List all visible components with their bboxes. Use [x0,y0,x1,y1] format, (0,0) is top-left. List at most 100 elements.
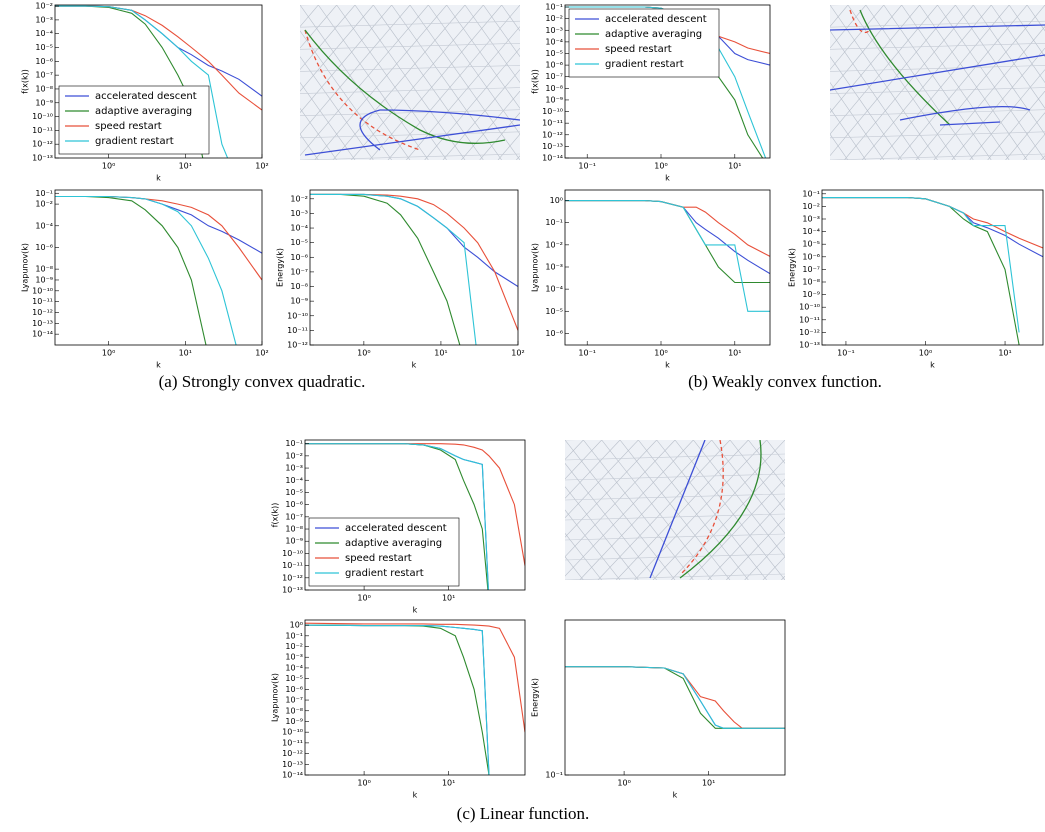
surface-grid [703,5,813,160]
series-line [565,666,785,729]
series-line [305,624,490,775]
x-tick-label: 10¹ [179,349,192,358]
surface-grid [565,533,785,541]
x-tick-label: 10¹ [434,349,447,358]
x-tick-label: 10⁻¹ [578,349,596,358]
surface-grid [818,440,950,580]
surface-grid [442,69,520,160]
surface-grid [579,440,712,580]
surface-grid [689,478,785,580]
surface-plot [565,440,1045,580]
surface-grid [895,440,1005,580]
y-tick-label: 10⁻² [285,451,303,460]
x-axis-label: k [930,361,935,370]
surface-grid [300,131,520,139]
surface-grid [830,5,956,157]
surface-grid [830,20,1045,28]
surface-grid [565,573,785,580]
y-axis-label: f(x(k)) [531,69,540,94]
legend-label: adaptive averaging [605,29,702,40]
y-tick-label: 10⁻⁵ [545,49,563,58]
x-axis-label: k [673,791,678,800]
y-tick-label: 10⁻¹ [545,218,563,227]
caption: (a) Strongly convex quadratic. [159,372,366,391]
x-tick-label: 10⁰ [357,594,370,603]
y-tick-label: 10⁻¹¹ [32,297,53,306]
y-tick-label: 10⁻¹ [285,439,303,448]
y-tick-label: 10⁻¹² [32,140,53,149]
y-tick-label: 10⁻⁹ [285,717,303,726]
surface-grid [705,5,813,160]
x-tick-label: 10⁰ [617,779,630,788]
y-tick-label: 10⁻⁷ [35,71,53,80]
surface-grid [1008,5,1045,58]
surface-grid [991,5,1045,84]
y-tick-label: 10⁻¹ [35,189,53,198]
y-tick-label: 10⁻⁶ [285,500,303,509]
surface-grid [862,5,992,160]
x-axis-label: k [412,361,417,370]
y-tick-label: 10⁻¹¹ [287,326,308,335]
series-line [310,193,461,345]
series-line [55,195,207,345]
surface-grid [461,90,520,160]
y-axis-label: Lyapunov(k) [531,243,540,292]
y-tick-label: 10⁻³ [545,262,563,271]
surface-grid [830,5,841,6]
y-tick-label: 10⁻¹⁴ [282,771,303,780]
surface-grid [830,5,849,27]
surface-grid [830,65,1045,72]
y-tick-label: 10⁻⁴ [802,227,820,236]
surface-grid [803,440,913,580]
legend-label: accelerated descent [345,523,447,534]
x-tick-label: 10⁰ [654,162,667,171]
y-tick-label: 10⁻⁴ [545,285,563,294]
series-line [55,195,262,254]
surface-grid [314,5,447,160]
surface-grid [300,5,312,6]
surface-plot [705,5,1045,160]
y-tick-label: 10⁻¹⁴ [32,330,53,339]
y-tick-label: 10⁻³ [35,15,53,24]
y-tick-label: 10⁻¹³ [282,760,303,769]
surface-curve [849,9,871,34]
y-tick-label: 10⁻¹² [282,573,303,582]
surface-grid [446,5,520,109]
surface-grid [1005,440,1045,580]
y-tick-label: 10⁻⁹ [35,98,53,107]
y-tick-label: 10⁻⁵ [285,674,303,683]
surface-grid [830,5,884,71]
surface-grid [951,47,1045,160]
legend-label: speed restart [605,44,672,55]
y-tick-label: 10⁻¹¹ [799,315,820,324]
y-tick-label: 10⁻² [35,200,53,209]
series-line [565,666,785,729]
surface-grid [597,440,731,580]
y-tick-label: 10⁻⁸ [285,525,303,534]
y-tick-label: 10⁻⁵ [290,238,308,247]
x-tick-label: 10¹ [179,162,192,171]
surface-grid [300,42,520,50]
y-tick-label: 10⁻⁹ [290,297,308,306]
y-tick-label: 10⁻¹ [545,3,563,12]
surface-grid [300,65,520,72]
surface-grid [464,5,520,84]
x-axis-label: k [413,606,418,615]
x-axis-label: k [156,174,161,183]
y-tick-label: 10⁻³ [285,653,303,662]
surface-curve [649,440,706,579]
surface-grid [830,131,1045,139]
surface-grid [877,440,987,580]
surface-grid [300,5,429,157]
surface-grid [973,5,1045,109]
surface-grid [711,440,785,534]
surface-grid [800,440,932,580]
y-tick-label: 10⁻⁹ [802,290,820,299]
surface-grid [822,440,932,580]
y-tick-label: 10⁻¹⁰ [799,303,820,312]
plot-frame [304,439,526,591]
surface-grid [836,440,968,580]
surface-grid [932,440,1042,580]
surface-grid [300,5,356,71]
